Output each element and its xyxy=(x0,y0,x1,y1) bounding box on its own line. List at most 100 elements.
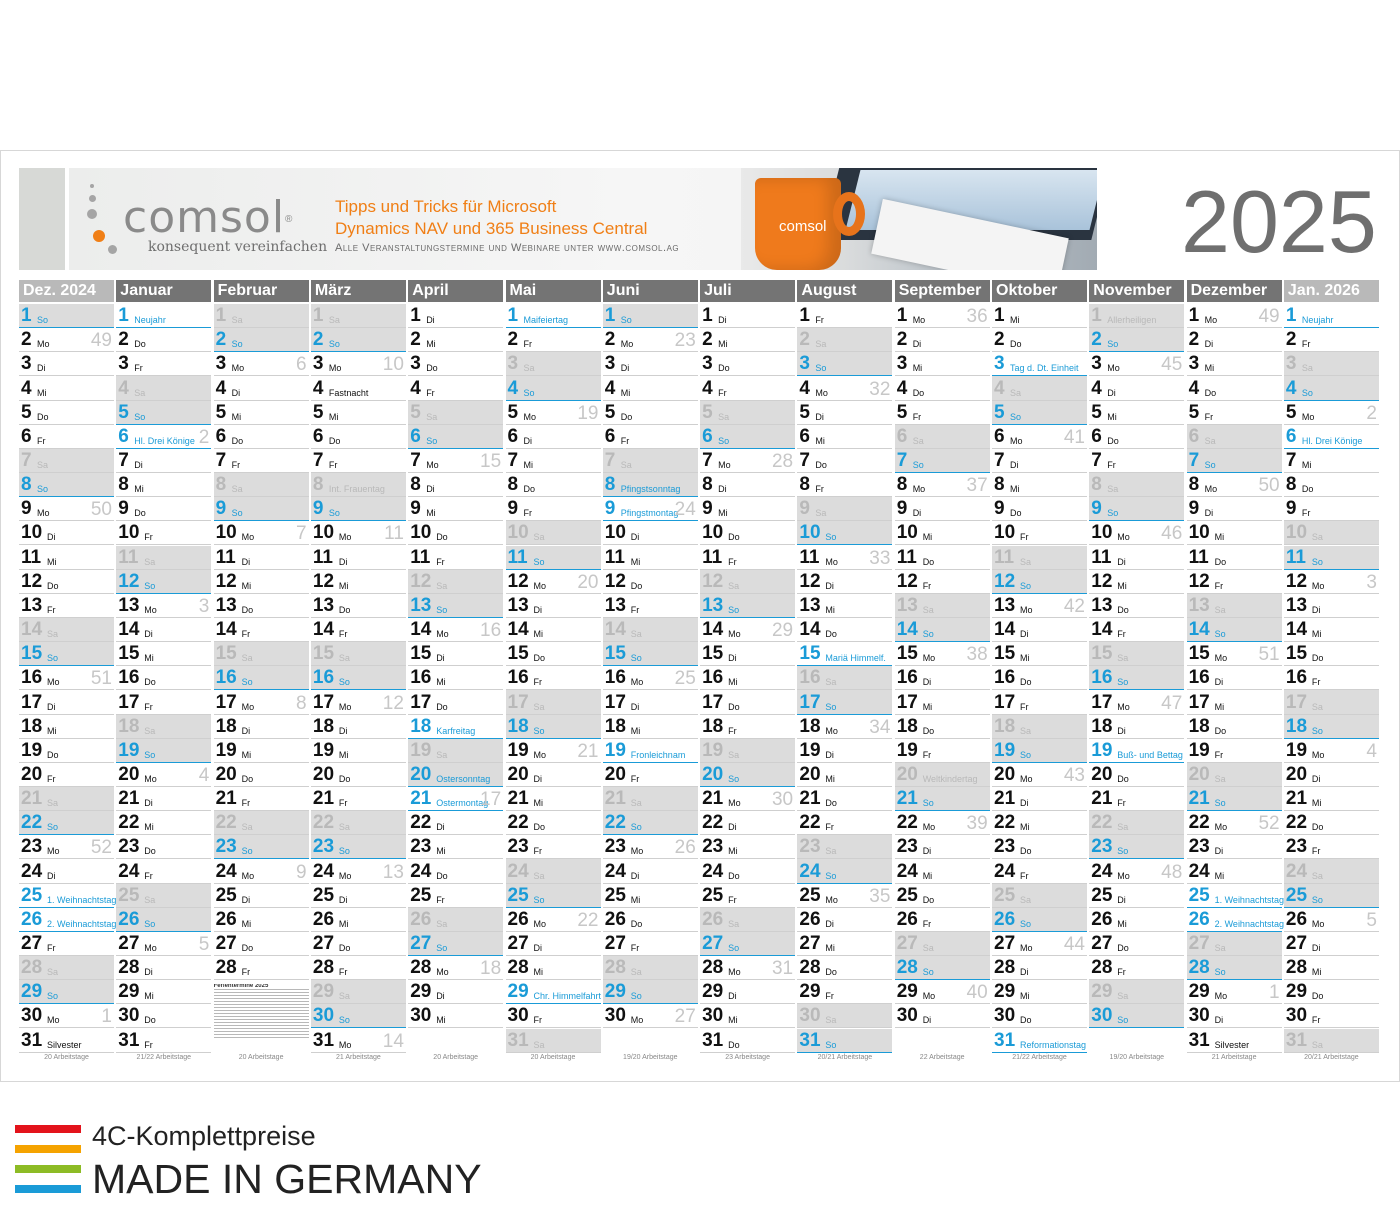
promo-headline-1: Tipps und Tricks für Microsoft xyxy=(335,197,557,216)
day-row: 12 Mi xyxy=(310,570,406,594)
day-number: 13 xyxy=(507,594,529,616)
week-number: 49 xyxy=(1258,306,1280,328)
day-row: 20 Mi xyxy=(797,763,893,787)
day-number: 24 xyxy=(799,860,821,882)
weekday-label: Mo xyxy=(144,943,157,954)
day-number: 7 xyxy=(118,450,129,472)
day-row: 1 So xyxy=(19,304,114,329)
weekday-label: Fr xyxy=(1311,1015,1321,1026)
weekday-label: So xyxy=(338,846,350,857)
day-number: 24 xyxy=(1285,860,1308,882)
weekday-label: Di xyxy=(815,411,824,422)
day-row: 10 Mo 7 xyxy=(213,521,309,546)
day-number: 3 xyxy=(604,353,616,375)
weekday-label: Di xyxy=(436,991,445,1002)
weekday-label: Sa xyxy=(1311,701,1323,712)
day-row: 23 Di xyxy=(894,835,990,860)
weekday-label: Sa xyxy=(728,749,740,760)
weekday-label: Fr xyxy=(815,315,824,326)
day-row: 3 Di xyxy=(19,352,114,377)
day-row: 21 Fr xyxy=(310,787,406,812)
weekday-label: Di xyxy=(1204,339,1214,350)
weekday-label: Do xyxy=(241,943,254,954)
weekday-label: Di xyxy=(718,484,727,495)
day-number: 26 xyxy=(1188,908,1210,930)
day-row: 19 Fr xyxy=(894,739,990,763)
weekday-label: Di xyxy=(1117,556,1126,567)
day-row: 16 So xyxy=(310,666,406,691)
day-number: 19 xyxy=(118,739,140,761)
day-number: 12 xyxy=(507,570,529,592)
weekday-label: Mi xyxy=(338,580,349,591)
day-number: 25 xyxy=(215,884,237,906)
weekday-label: Do xyxy=(1117,773,1129,784)
weekday-label: Do xyxy=(718,363,730,374)
day-row: 7 Mo 28 xyxy=(700,449,796,474)
day-row: 27 So xyxy=(408,931,504,957)
day-number: 24 xyxy=(702,860,724,882)
weekday-label: Mo xyxy=(533,749,547,760)
weekday-label: Sa xyxy=(533,532,545,543)
weekday-label: Sa xyxy=(1117,653,1129,664)
day-number: 8 xyxy=(410,474,421,496)
day-row: 12 Do xyxy=(602,570,698,594)
day-number: 23 xyxy=(1188,836,1210,858)
day-number: 8 xyxy=(1285,474,1297,496)
weekday-label: Di xyxy=(1311,773,1321,784)
weekday-label: Sa xyxy=(241,653,253,664)
day-row: 3 So xyxy=(797,352,893,377)
day-number: 21 xyxy=(507,788,529,810)
week-number: 35 xyxy=(869,885,891,907)
weekday-label: So xyxy=(1214,967,1226,978)
day-number: 2 xyxy=(1091,329,1102,351)
day-row: 20 Di xyxy=(1283,763,1379,787)
day-row: 12 Mo 3 xyxy=(1283,570,1379,594)
weekday-label: Di xyxy=(231,387,241,398)
day-row: 4 Fastnacht xyxy=(310,376,406,401)
weekday-label: Di xyxy=(144,798,153,809)
day-row: 5 Mo 19 xyxy=(505,401,601,425)
weekday-label: Sa xyxy=(436,580,448,591)
day-row: 15 Di xyxy=(408,642,504,667)
working-days-footer: 21/22 Arbeitstage xyxy=(1012,1053,1067,1061)
day-number: 5 xyxy=(799,401,810,423)
weekday-label: Sa xyxy=(728,918,740,929)
mug-handle xyxy=(833,192,865,236)
day-number: 3 xyxy=(799,353,810,375)
day-row: 12 Sa xyxy=(408,569,504,594)
day-row: 4 Di xyxy=(213,376,309,401)
day-row: 2 Fr xyxy=(505,328,601,353)
weekday-label: So xyxy=(1204,460,1216,471)
day-number: 31 xyxy=(21,1029,43,1051)
weekday-label: Mi xyxy=(436,1015,446,1026)
weekday-label: Do xyxy=(144,846,156,857)
weekday-label: Do xyxy=(1020,1015,1032,1026)
day-row: 19 Sa xyxy=(408,738,504,763)
day-row: 24 Fr xyxy=(116,859,212,884)
day-row: 19 Fronleichnam xyxy=(602,739,698,763)
day-number: 22 xyxy=(507,812,529,834)
day-row: 18 Di xyxy=(213,715,309,739)
weekday-label: Mi xyxy=(523,460,534,471)
weekday-label: So xyxy=(231,508,243,519)
week-number: 47 xyxy=(1161,692,1183,714)
week-number: 20 xyxy=(577,571,599,593)
day-number: 16 xyxy=(215,667,237,689)
week-number: 42 xyxy=(1063,595,1085,617)
weekday-label: So xyxy=(533,725,545,736)
day-row: 17 Fr xyxy=(992,690,1087,715)
day-number: 30 xyxy=(312,1005,335,1027)
day-number: 23 xyxy=(799,836,821,858)
day-number: 31 xyxy=(1285,1029,1308,1051)
day-number: 18 xyxy=(21,715,43,737)
weekday-label: Mo xyxy=(231,363,245,374)
day-number: 1 xyxy=(896,305,908,327)
day-row: 9 So xyxy=(310,497,406,522)
day-number: 29 xyxy=(994,981,1016,1003)
day-row: 19 Sa xyxy=(700,738,796,763)
day-row: 6 Di xyxy=(505,425,601,449)
day-row: 8 Int. Frauentag xyxy=(310,473,406,498)
day-number: 2 xyxy=(312,329,324,351)
day-row: 7 Mi xyxy=(1283,449,1379,474)
weekday-label: Di xyxy=(338,725,348,736)
